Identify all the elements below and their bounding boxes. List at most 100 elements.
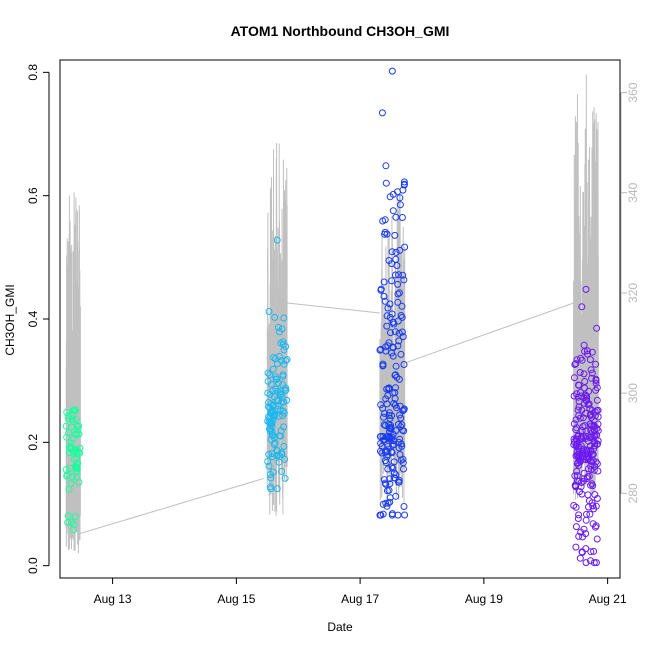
data-point	[381, 457, 389, 465]
data-point	[395, 375, 403, 383]
x-tick-label: Aug 19	[465, 592, 503, 606]
data-point	[388, 67, 396, 75]
data-point	[274, 323, 282, 331]
data-point	[64, 415, 72, 423]
data-point	[590, 466, 598, 474]
data-point	[383, 230, 391, 238]
data-point	[380, 292, 388, 300]
data-point	[273, 396, 281, 404]
data-point	[579, 533, 587, 541]
data-point	[383, 400, 391, 408]
plot-area	[59, 59, 621, 579]
data-point	[70, 455, 78, 463]
data-point	[386, 480, 394, 488]
data-point	[266, 414, 274, 422]
data-point	[280, 423, 288, 431]
data-point	[73, 468, 80, 475]
data-point	[593, 460, 601, 468]
data-point	[265, 403, 272, 411]
data-point	[580, 469, 588, 477]
data-point	[589, 502, 597, 510]
data-point	[389, 343, 397, 351]
data-point	[588, 480, 596, 488]
data-point	[68, 445, 75, 452]
secondary-line-block	[65, 192, 81, 554]
data-point	[377, 439, 385, 447]
data-point	[584, 491, 592, 499]
y-tick-label: 0.2	[26, 434, 40, 451]
data-point	[576, 488, 583, 496]
data-point	[587, 557, 594, 565]
data-point	[68, 518, 76, 526]
secondary-connector	[80, 477, 265, 534]
data-point	[582, 391, 589, 399]
data-point	[591, 523, 599, 531]
y-axis: 0.0 0.2 0.4 0.6 0.8	[26, 64, 50, 574]
data-point	[274, 387, 282, 395]
data-point	[575, 461, 583, 469]
data-point	[575, 447, 583, 455]
data-point	[280, 442, 288, 450]
data-point	[67, 480, 75, 488]
data-point	[391, 401, 399, 409]
data-point	[578, 356, 586, 364]
data-point	[388, 260, 396, 268]
data-point	[72, 406, 80, 414]
data-point	[589, 520, 597, 528]
data-point	[401, 243, 409, 251]
data-point	[272, 375, 280, 383]
data-point	[268, 450, 276, 458]
data-point	[582, 559, 590, 567]
data-point	[392, 492, 400, 500]
data-point	[586, 405, 594, 413]
data-point	[63, 472, 71, 480]
data-point	[583, 347, 591, 355]
data-point	[277, 406, 284, 413]
data-point	[267, 474, 275, 482]
data-point	[73, 464, 81, 472]
data-point	[391, 231, 399, 239]
y2-tick-label: 280	[626, 483, 640, 503]
data-point	[282, 384, 290, 392]
data-point	[573, 435, 581, 443]
data-point	[273, 485, 281, 493]
data-point	[274, 402, 282, 410]
data-point	[269, 468, 277, 476]
data-point	[400, 465, 407, 473]
data-point	[396, 246, 404, 254]
y2-tick-label: 320	[626, 283, 640, 303]
x-tick-label: Aug 15	[217, 592, 255, 606]
data-point	[572, 543, 580, 551]
data-point	[380, 278, 388, 286]
y-tick-label: 0.4	[26, 310, 40, 327]
data-point	[570, 435, 578, 443]
data-point	[386, 475, 394, 483]
data-point	[380, 476, 388, 484]
data-point	[397, 312, 405, 319]
data-point	[383, 322, 391, 330]
data-point	[383, 448, 391, 456]
data-point	[593, 535, 601, 543]
data-point	[389, 207, 397, 215]
data-point	[579, 445, 587, 453]
data-point	[578, 548, 586, 556]
data-point	[592, 360, 600, 368]
data-point	[588, 369, 596, 377]
data-point	[575, 532, 583, 540]
data-point	[585, 472, 593, 480]
x-tick-label: Aug 21	[589, 592, 627, 606]
data-point	[69, 526, 77, 534]
data-point	[585, 497, 593, 505]
x-axis-label: Date	[327, 620, 353, 634]
data-point	[272, 385, 280, 393]
data-point	[593, 396, 601, 404]
data-point	[389, 441, 397, 449]
data-point	[397, 414, 405, 422]
data-point	[578, 435, 586, 443]
data-point	[579, 414, 587, 422]
data-point	[588, 348, 596, 356]
data-point	[575, 381, 582, 389]
y-tick-label: 0.0	[26, 557, 40, 574]
data-point	[389, 352, 397, 360]
data-point	[573, 424, 581, 432]
